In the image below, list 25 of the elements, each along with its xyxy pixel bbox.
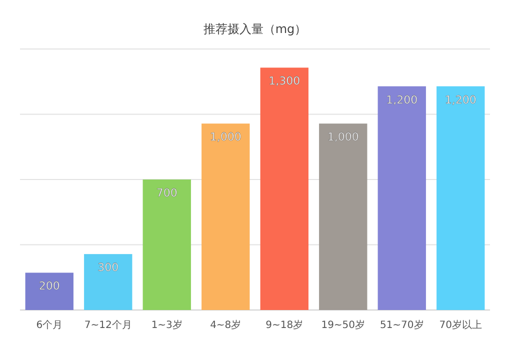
data-label: 200 <box>38 280 60 293</box>
data-label: 300 <box>98 261 119 274</box>
bar <box>202 124 250 310</box>
x-tick-label: 7~12个月 <box>84 319 132 331</box>
bar <box>84 254 132 310</box>
x-tick-label: 4~8岁 <box>210 319 242 331</box>
x-tick-label: 19~50岁 <box>321 319 366 331</box>
data-label: 700 <box>156 186 178 200</box>
x-tick-label: 6个月 <box>36 319 63 331</box>
bar <box>319 124 368 310</box>
x-tick-label: 9~18岁 <box>266 319 304 331</box>
data-label: 1,000 <box>210 130 242 144</box>
data-label: 1,200 <box>444 93 476 106</box>
bar <box>378 86 426 310</box>
bar <box>436 86 485 310</box>
x-tick-label: 1~3岁 <box>151 319 182 331</box>
bar <box>25 272 74 310</box>
data-label: 1,200 <box>386 93 418 106</box>
bar <box>142 180 191 310</box>
x-tick-label: 70岁以上 <box>439 319 482 331</box>
data-label: 1,300 <box>268 74 300 88</box>
chart-title: 推荐摄入量（mg） <box>203 22 307 36</box>
data-label: 1,000 <box>327 130 359 144</box>
x-tick-label: 51~70岁 <box>380 319 424 331</box>
bar <box>260 68 308 310</box>
